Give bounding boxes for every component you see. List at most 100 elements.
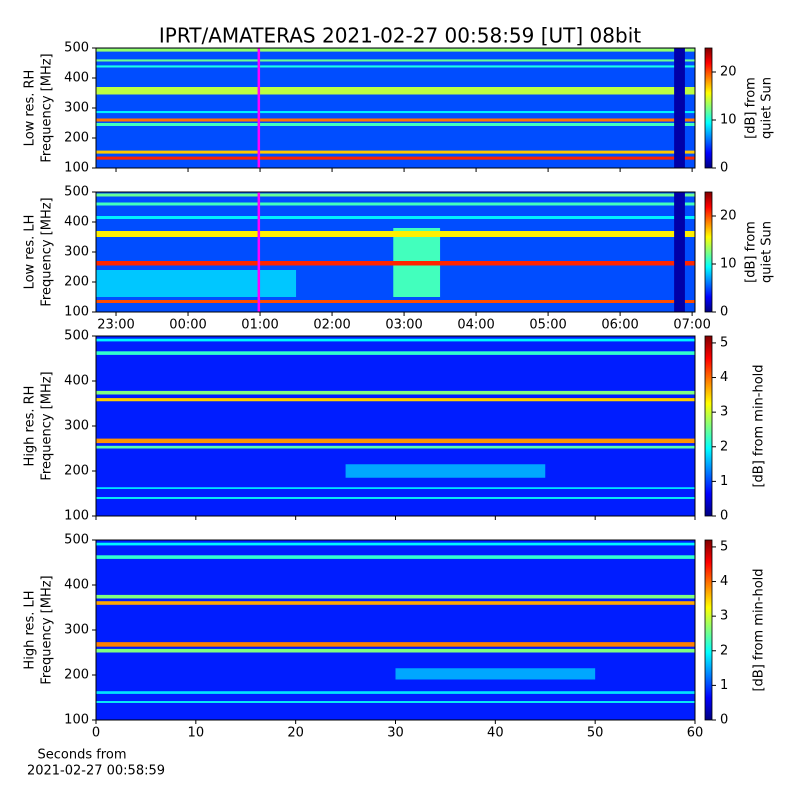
heatmap-band	[96, 398, 695, 402]
heatmap-band	[96, 542, 695, 546]
colorbar-label: quiet Sun	[760, 77, 775, 139]
heatmap-background	[96, 48, 695, 168]
colorbar-tick-label: 5	[720, 539, 728, 554]
x-tick-label: 00:00	[169, 318, 206, 333]
heatmap-band	[96, 123, 695, 126]
colorbar-label: [dB] from min-hold	[752, 568, 767, 691]
x-tick-label: 50	[587, 726, 604, 741]
y-axis-label: Low res. LH	[23, 215, 38, 290]
heatmap-band	[96, 87, 695, 95]
y-tick-label: 200	[64, 668, 89, 683]
y-axis-label: Frequency [MHz]	[40, 575, 55, 684]
y-tick-label: 100	[64, 161, 89, 176]
heatmap-band	[96, 231, 695, 237]
heatmap-band	[96, 261, 695, 266]
x-tick-label: 0	[92, 726, 100, 741]
y-tick-label: 400	[64, 71, 89, 86]
heatmap-band	[96, 445, 695, 449]
x-tick-label: 05:00	[529, 318, 566, 333]
y-axis-label: High res. LH	[23, 590, 38, 669]
heatmap-band	[96, 48, 695, 52]
y-axis-label: Frequency [MHz]	[40, 371, 55, 480]
colorbar-tick-label: 3	[720, 405, 728, 420]
x-tick-label: 40	[487, 726, 504, 741]
colorbar-tick-label: 0	[720, 509, 728, 524]
heatmap-band	[96, 216, 695, 219]
y-tick-label: 500	[64, 185, 89, 200]
heatmap-band	[395, 668, 596, 680]
heatmap-band	[96, 390, 695, 395]
colorbar	[704, 539, 713, 721]
x-tick-label: 01:00	[241, 318, 278, 333]
y-axis-label: High res. RH	[23, 386, 38, 467]
y-tick-label: 200	[64, 131, 89, 146]
y-axis-label: Frequency [MHz]	[40, 197, 55, 306]
x-tick-label: 07:00	[673, 318, 710, 333]
y-axis-label: Frequency [MHz]	[40, 53, 55, 162]
colorbar-tick-label: 10	[720, 113, 737, 128]
heatmap-band	[96, 601, 695, 605]
heatmap-band	[96, 59, 695, 62]
y-tick-label: 300	[64, 101, 89, 116]
x-tick-label: 10	[188, 726, 205, 741]
heatmap-band	[96, 270, 297, 297]
y-tick-label: 300	[64, 419, 89, 434]
heatmap-band	[96, 65, 695, 68]
heatmap-band	[96, 497, 695, 499]
colorbar-label: quiet Sun	[760, 221, 775, 283]
heatmap-band	[96, 701, 695, 703]
y-tick-label: 500	[64, 533, 89, 548]
heatmap-band	[96, 118, 695, 122]
colorbar-label: [dB] from	[744, 221, 759, 283]
x-tick-label: 02:00	[313, 318, 350, 333]
y-tick-label: 400	[64, 578, 89, 593]
y-tick-label: 300	[64, 623, 89, 638]
heatmap-band	[96, 156, 695, 160]
x-tick-label: 20	[287, 726, 304, 741]
y-tick-label: 200	[64, 464, 89, 479]
y-tick-label: 300	[64, 245, 89, 260]
colorbar-tick-label: 4	[720, 370, 728, 385]
heatmap-band	[96, 338, 695, 342]
heatmap-band	[96, 300, 695, 303]
colorbar-tick-label: 4	[720, 574, 728, 589]
heatmap-band	[345, 464, 546, 478]
heatmap-band	[96, 111, 695, 114]
colorbar	[704, 47, 713, 169]
heatmap-band	[96, 438, 695, 444]
x-axis-label: 2021-02-27 00:58:59	[27, 764, 165, 779]
heatmap-band	[96, 691, 695, 694]
heatmap-band	[674, 48, 685, 168]
y-tick-label: 400	[64, 374, 89, 389]
colorbar-tick-label: 10	[720, 257, 737, 272]
colorbar-tick-label: 0	[720, 305, 728, 320]
heatmap-background	[96, 540, 695, 720]
y-tick-label: 100	[64, 713, 89, 728]
y-tick-label: 500	[64, 329, 89, 344]
heatmap-band	[674, 192, 685, 312]
heatmap-background	[96, 336, 695, 516]
heatmap-band	[96, 555, 695, 559]
colorbar-tick-label: 1	[720, 474, 728, 489]
y-tick-label: 200	[64, 275, 89, 290]
colorbar-tick-label: 5	[720, 335, 728, 350]
y-tick-label: 500	[64, 41, 89, 56]
colorbar	[704, 191, 713, 313]
heatmap-band	[96, 202, 695, 206]
heatmap-band	[96, 487, 695, 489]
figure-title: IPRT/AMATERAS 2021-02-27 00:58:59 [UT] 0…	[159, 24, 641, 48]
x-tick-label: 23:00	[97, 318, 134, 333]
colorbar-tick-label: 0	[720, 713, 728, 728]
colorbar-label: [dB] from min-hold	[752, 364, 767, 487]
heatmap-band	[96, 150, 695, 154]
colorbar-tick-label: 0	[720, 161, 728, 176]
y-axis-label: Low res. RH	[23, 70, 38, 147]
colorbar-tick-label: 20	[720, 209, 737, 224]
x-tick-label: 04:00	[457, 318, 494, 333]
colorbar-tick-label: 2	[720, 439, 728, 454]
colorbar-label: [dB] from	[744, 77, 759, 139]
colorbar	[704, 335, 713, 517]
y-tick-label: 100	[64, 509, 89, 524]
x-axis-label: Seconds from	[37, 748, 126, 763]
